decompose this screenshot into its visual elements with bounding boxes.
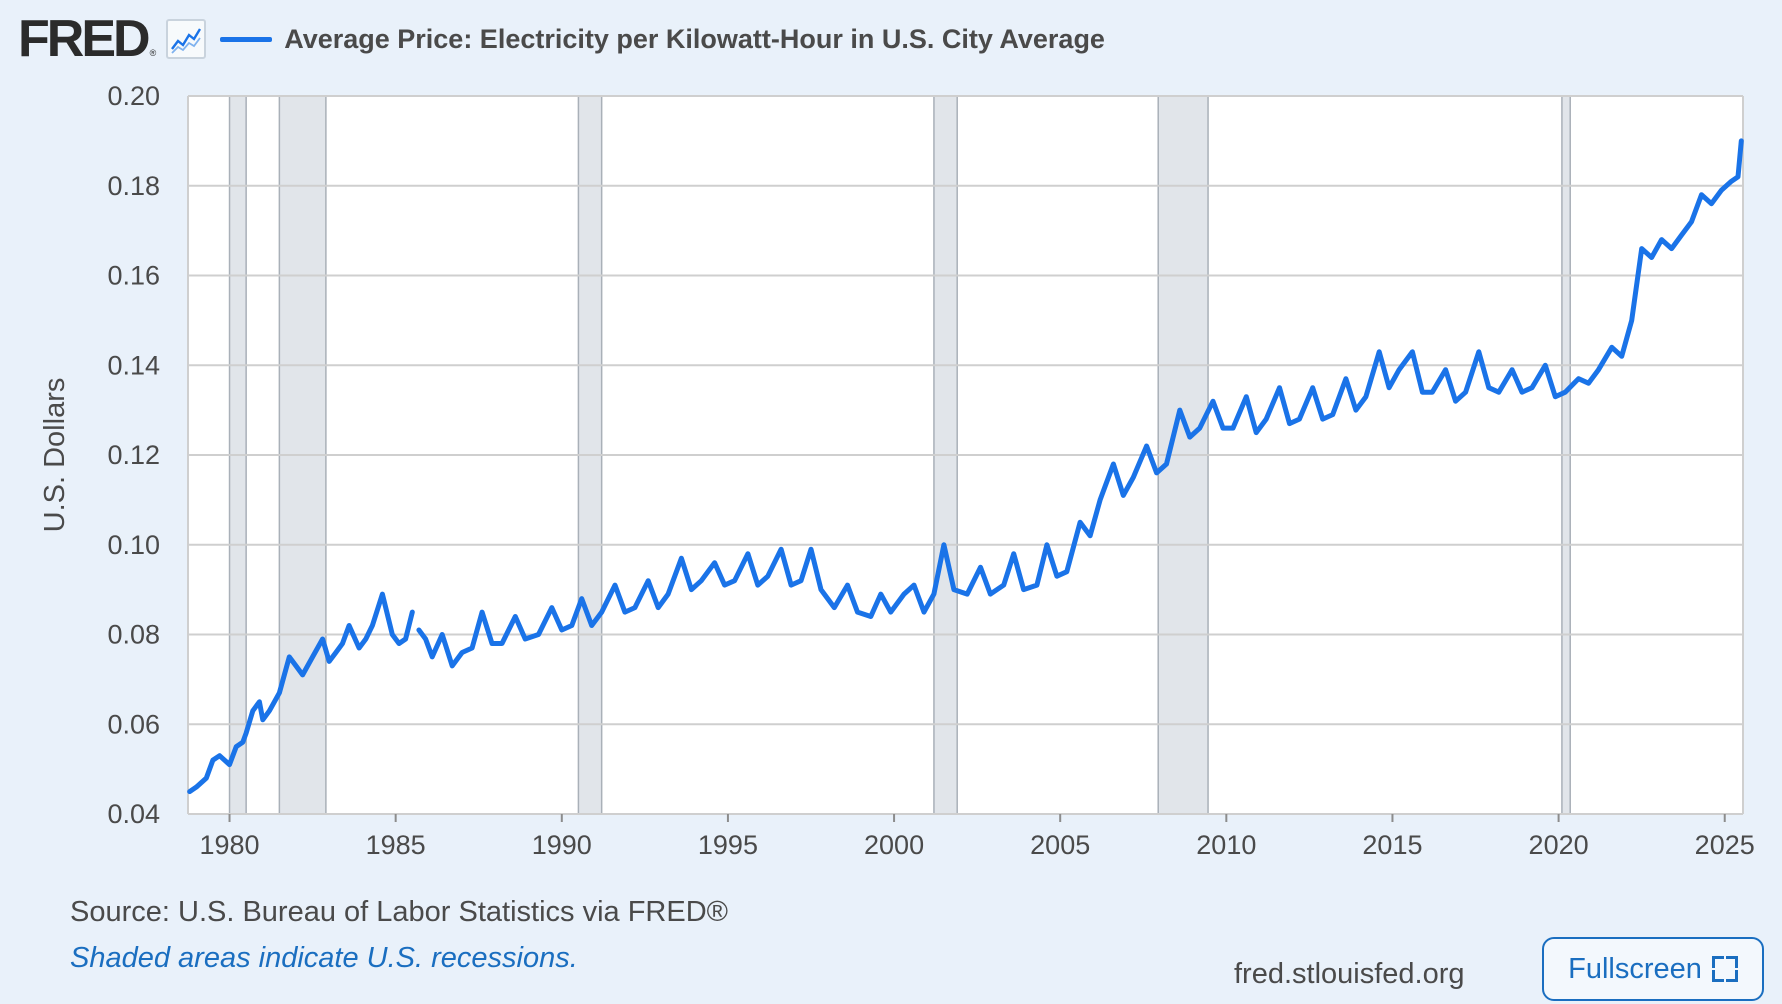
x-tick-label: 1985 <box>366 830 426 860</box>
line-chart-icon[interactable] <box>166 19 207 59</box>
series-line <box>416 138 1744 669</box>
x-tick-label: 2020 <box>1529 830 1589 860</box>
recession-note: Shaded areas indicate U.S. recessions. <box>70 942 578 974</box>
chart-header: FRED ® Average Price: Electricity per Ki… <box>18 10 1105 68</box>
series-title[interactable]: Average Price: Electricity per Kilowatt-… <box>284 23 1105 54</box>
line-chart: 0.04 0.06 0.08 0.10 0.12 0.14 0.16 0.18 0.20 1980… <box>39 81 1755 860</box>
x-tick-label: 1990 <box>532 830 592 860</box>
y-tick-label: 0.10 <box>107 530 160 560</box>
registered-mark: ® <box>149 48 157 58</box>
x-tick-label: 1995 <box>698 830 758 860</box>
x-tick-label: 2025 <box>1695 830 1755 860</box>
y-tick-label: 0.18 <box>107 171 160 201</box>
fred-logo[interactable]: FRED <box>18 10 151 68</box>
y-tick-label: 0.14 <box>107 350 160 380</box>
y-tick-label: 0.06 <box>107 709 160 739</box>
x-tick-label: 2005 <box>1030 830 1090 860</box>
y-tick-label: 0.12 <box>107 440 160 470</box>
y-tick-label: 0.04 <box>107 799 160 829</box>
y-tick-label: 0.20 <box>107 81 160 111</box>
y-tick-label: 0.08 <box>107 620 160 650</box>
y-tick-label: 0.16 <box>107 261 160 291</box>
fullscreen-label: Fullscreen <box>1568 952 1702 985</box>
site-link[interactable]: fred.stlouisfed.org <box>1234 958 1465 990</box>
x-tick-label: 1980 <box>199 830 259 860</box>
x-tick-label: 2015 <box>1362 830 1422 860</box>
legend-swatch <box>220 36 273 42</box>
x-tick-label: 2010 <box>1196 830 1256 860</box>
x-tick-label: 2000 <box>864 830 924 860</box>
expand-icon <box>1711 956 1738 982</box>
y-axis-label: U.S. Dollars <box>39 378 71 533</box>
source-text: Source: U.S. Bureau of Labor Statistics … <box>70 896 729 928</box>
series-line <box>187 591 415 795</box>
fullscreen-button[interactable]: Fullscreen <box>1542 937 1764 1001</box>
